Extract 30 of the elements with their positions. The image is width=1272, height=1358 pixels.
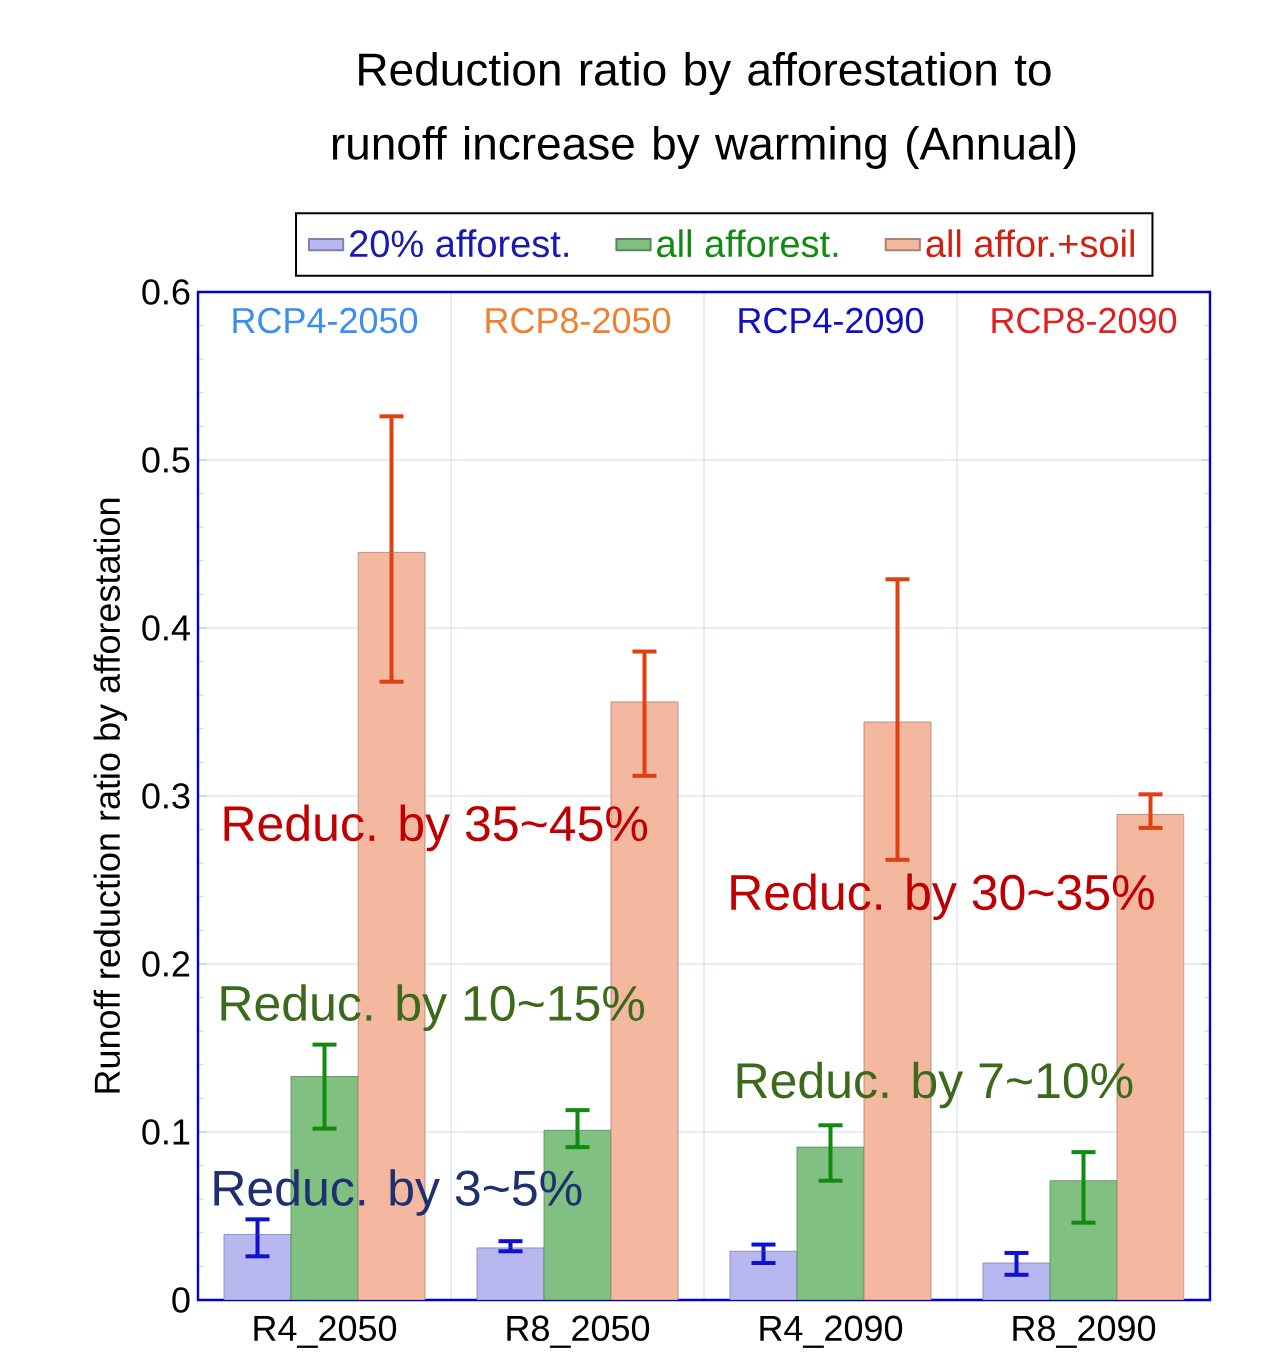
bar: [796, 1146, 865, 1300]
annotation: Reduc. by 30~35%: [731, 873, 1154, 921]
x-tick-label: R8_2090: [1013, 1315, 1156, 1348]
annotation: RCP8-2050: [486, 307, 671, 334]
chart-title: Reduction ratio by afforestation to runoff increase by warming (Annual): [332, 52, 1076, 169]
y-tick-label: 0.1: [142, 1119, 190, 1145]
y-tick-label: 0.4: [142, 615, 190, 641]
bar: [982, 1262, 1051, 1300]
legend-label: all afforest.: [657, 229, 838, 258]
y-tick-label: 0.5: [142, 447, 190, 473]
bar: [223, 1234, 292, 1300]
y-tick-label: 0.2: [142, 951, 190, 977]
legend-label: all affor.+soil: [926, 229, 1134, 258]
annotation: RCP4-2090: [739, 307, 924, 334]
annotation: Reduc. by 10~15%: [221, 984, 645, 1031]
y-tick-label: 0: [172, 1287, 190, 1313]
x-tick-label: R4_2050: [254, 1315, 397, 1348]
annotation: Reduc. by 35~45%: [224, 804, 648, 852]
annotation: RCP8-2090: [992, 307, 1177, 334]
bar: [729, 1250, 798, 1300]
y-axis-title: Runoff reduction ratio by afforestation: [93, 498, 128, 1093]
x-tick-label: R8_2050: [507, 1315, 650, 1348]
y-tick-label: 0.6: [142, 279, 190, 305]
legend-label: 20% afforest.: [350, 229, 568, 258]
bar: [1049, 1180, 1118, 1300]
x-tick-label: R4_2090: [760, 1315, 903, 1348]
annotation: RCP4-2050: [233, 307, 418, 334]
bar: [476, 1247, 545, 1300]
annotation: Reduc. by 7~10%: [737, 1061, 1133, 1109]
y-tick-label: 0.3: [142, 783, 190, 809]
